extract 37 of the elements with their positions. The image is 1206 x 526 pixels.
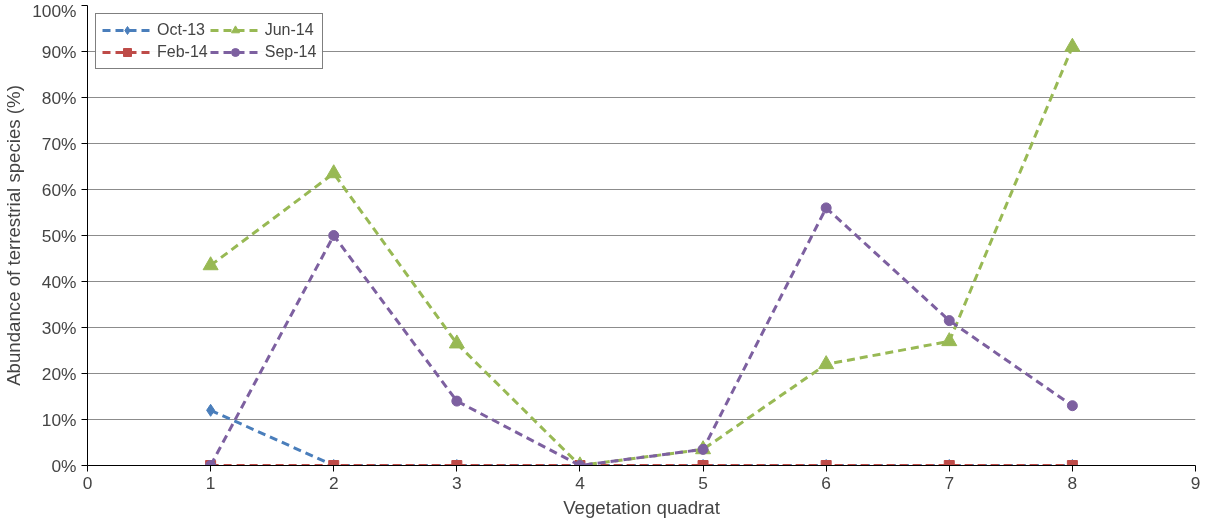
x-tick-label: 2 bbox=[328, 472, 339, 493]
x-tick-label: 3 bbox=[452, 472, 462, 493]
y-axis-title: Abundance of terrestrial species (%) bbox=[3, 85, 25, 386]
legend-label: Sep-14 bbox=[264, 43, 317, 61]
y-tick-label: 90% bbox=[41, 41, 77, 62]
x-axis-title: Vegetation quadrat bbox=[563, 496, 721, 518]
y-tick-label: 40% bbox=[41, 271, 77, 292]
x-tick-label: 6 bbox=[821, 472, 831, 493]
x-tick-label: 9 bbox=[1190, 472, 1201, 493]
y-tick-label: 60% bbox=[41, 179, 77, 200]
y-tick-label: 10% bbox=[41, 409, 77, 430]
y-tick-label: 50% bbox=[41, 225, 77, 246]
x-tick-label: 7 bbox=[944, 472, 955, 493]
point bbox=[941, 332, 958, 347]
point bbox=[328, 230, 340, 241]
y-tick-label: 0% bbox=[51, 455, 77, 476]
x-tick-label: 4 bbox=[575, 472, 586, 493]
point bbox=[325, 164, 342, 179]
legend-label: Jun-14 bbox=[264, 21, 314, 39]
point bbox=[1064, 37, 1081, 52]
y-tick-label: 100% bbox=[32, 0, 77, 21]
x-tick-label: 8 bbox=[1067, 472, 1078, 493]
y-tick-label: 80% bbox=[41, 87, 77, 108]
point bbox=[451, 395, 463, 407]
point bbox=[818, 355, 835, 370]
point bbox=[206, 403, 216, 417]
legend-label: Feb-14 bbox=[157, 43, 208, 61]
y-tick-label: 20% bbox=[41, 363, 77, 384]
point bbox=[448, 334, 465, 349]
y-tick-label: 70% bbox=[41, 133, 77, 154]
x-tick-label: 5 bbox=[698, 472, 708, 493]
point bbox=[202, 256, 219, 271]
x-tick-label: 0 bbox=[82, 472, 93, 493]
point bbox=[820, 202, 832, 214]
x-tick-label: 1 bbox=[205, 472, 216, 493]
legend-label: Oct-13 bbox=[157, 21, 206, 39]
y-tick-label: 30% bbox=[41, 317, 77, 338]
